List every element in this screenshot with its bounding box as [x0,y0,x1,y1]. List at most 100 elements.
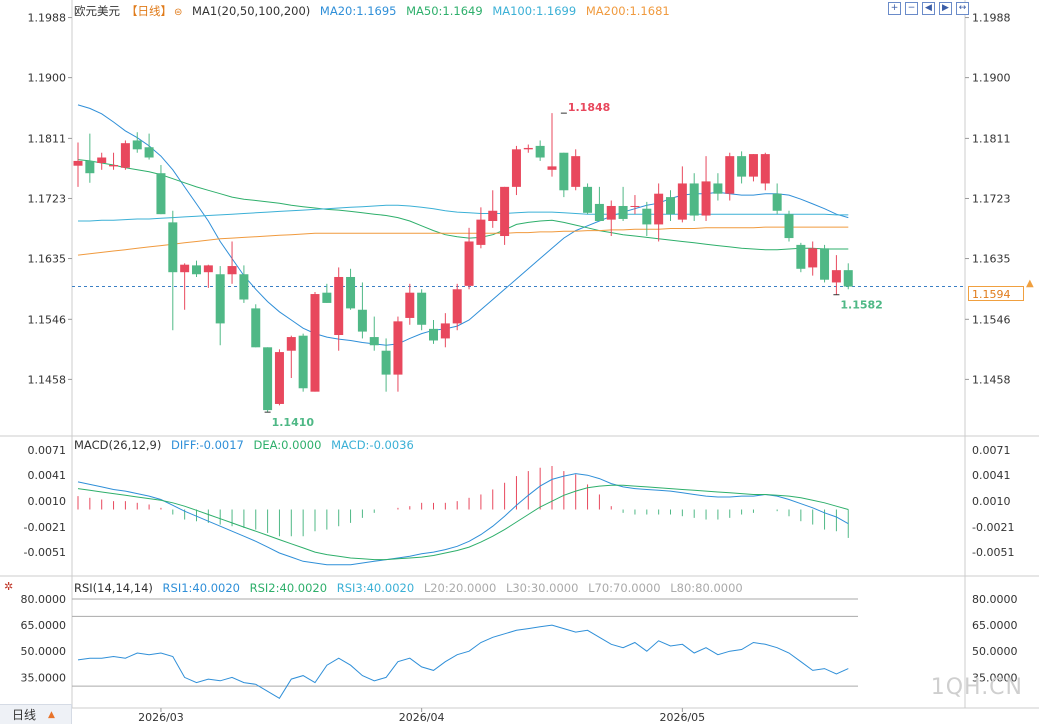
settings-icon[interactable]: ✲ [4,580,14,593]
candle-body [429,328,438,341]
candle-body [452,289,462,324]
candle-body [85,160,95,174]
macd-tick-label-left: -0.0021 [24,521,66,534]
rsi-tick-label-left: 35.0000 [21,671,67,684]
macd-dea-line [77,484,849,561]
candle-body [583,186,593,213]
candle-body [168,222,178,273]
candle-body [523,147,533,150]
candle-body [488,210,498,221]
candle-body [310,294,320,392]
candle-body [559,152,569,191]
candle-body [654,193,664,225]
ma100-label: MA100:1.1699 [492,4,577,18]
macd-tick-label-right: 0.0071 [972,444,1011,457]
ma50-label: MA50:1.1649 [406,4,483,18]
candle-body [274,352,284,404]
annotation-label: 1.1848 [568,101,610,114]
candle-body [772,193,782,211]
candle-body [239,274,249,300]
ma200-label: MA200:1.1681 [585,4,670,18]
move-right-icon[interactable]: ▶ [939,2,952,15]
l80-label: L80:80.0000 [670,581,743,595]
price-tick-label-left: 1.1546 [28,313,67,326]
annotation-label: 1.1582 [840,299,882,312]
candle-body [820,248,830,280]
l70-label: L70:70.0000 [588,581,661,595]
macd-tick-label-right: -0.0051 [972,546,1014,559]
candle-body [713,183,723,194]
ma20-label: MA20:1.1695 [319,4,397,18]
period-tag: 【日线】 [126,4,172,18]
price-tick-label-left: 1.1723 [28,192,67,205]
rsi3-label: RSI3:40.0020 [336,581,415,595]
candle-body [666,197,675,215]
candle-body [263,347,273,411]
rsi-tick-label-left: 80.0000 [21,593,67,606]
price-tick-label-right: 1.1723 [972,192,1011,205]
candle-body [298,335,308,389]
zoom-out-icon[interactable]: − [905,2,918,15]
price-tick-label-right: 1.1900 [972,72,1011,85]
candle-body [737,156,747,177]
macd-tick-label-right: 0.0010 [972,495,1011,508]
candle-body [156,173,166,215]
main-legend: 欧元美元 【日线】 ⊜ MA1(20,50,100,200) MA20:1.1695… [74,3,676,19]
candle-body [796,244,806,269]
ma20-line [77,104,849,346]
candle-body [547,166,557,170]
price-tick-label-left: 1.1458 [28,373,67,386]
caret-down-icon: ▲ [48,709,55,720]
period-selector-label: 日线 [12,708,37,722]
reset-icon[interactable]: ↔ [956,2,969,15]
candle-body [689,183,699,216]
candle-body [500,186,510,237]
macd-tick-label-left: 0.0041 [28,469,67,482]
macd-value-label: MACD:-0.0036 [331,438,414,452]
ma200-line [77,226,849,256]
candle-body [144,147,154,158]
time-tick-label: 2026/05 [659,711,705,724]
l20-label: L20:20.0000 [423,581,497,595]
candle-body [725,156,735,194]
candle-body [227,266,237,275]
price-tick-label-left: 1.1811 [28,132,67,145]
candle-body [334,276,344,336]
period-selector-button[interactable]: 日线 ▲ [0,704,72,724]
rsi-line [77,624,849,699]
macd-tick-label-left: 0.0071 [28,444,67,457]
candle-body [606,205,616,220]
rsi-legend: RSI(14,14,14) RSI1:40.0020 RSI2:40.0020 … [74,581,749,595]
candle-body [346,276,356,309]
candle-body [381,350,391,375]
price-tick-label-right: 1.1811 [972,132,1011,145]
ma-indicator-name: MA1(20,50,100,200) [192,4,311,18]
candle-body [417,292,427,325]
price-tick-label-left: 1.1988 [28,12,67,25]
candle-body [748,154,758,177]
price-marker-icon: ▲ [1026,278,1034,289]
move-left-icon[interactable]: ◀ [922,2,935,15]
candle-body [192,265,201,275]
candle-body [180,264,190,273]
eye-icon[interactable]: ⊜ [174,7,183,18]
candle-body [322,292,332,303]
symbol-name: 欧元美元 [74,4,120,18]
macd-tick-label-right: -0.0021 [972,521,1014,534]
candle-body [440,323,450,339]
candle-body [630,205,640,207]
zoom-in-icon[interactable]: + [888,2,901,15]
ma50-line [77,159,849,251]
current-price-tag: 1.1594 [968,286,1024,301]
watermark: 1QH.CN [930,675,1023,700]
candle-body [511,149,521,187]
candle-body [831,270,841,283]
macd-indicator-name: MACD(26,12,9) [74,438,162,452]
candle-body [701,181,711,216]
price-tick-label-left: 1.1635 [28,253,67,266]
candle-body [120,143,130,168]
candle-body [73,160,83,166]
macd-legend: MACD(26,12,9) DIFF:-0.0017 DEA:0.0000 MA… [74,438,420,452]
